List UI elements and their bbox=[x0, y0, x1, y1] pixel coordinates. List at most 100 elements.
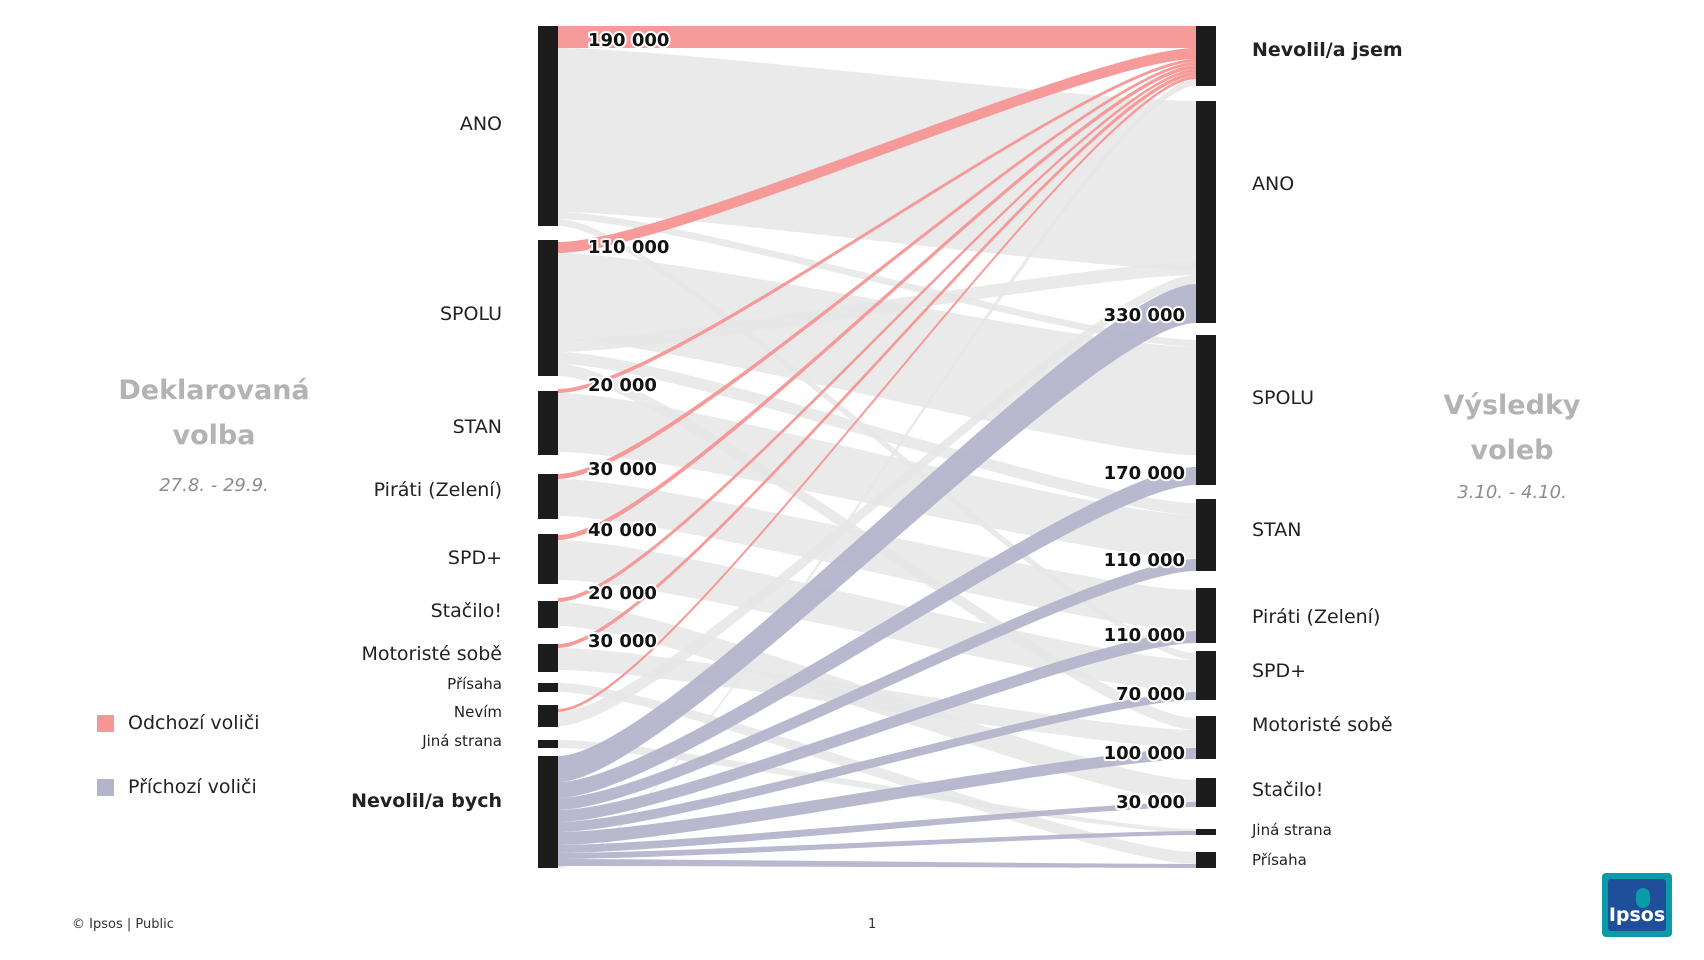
node-left-label-mot: Motoristé sobě bbox=[361, 643, 502, 665]
right-title: Výsledky voleb bbox=[1382, 383, 1642, 473]
node-left-label-sta: Stačilo! bbox=[431, 600, 502, 622]
sankey-labels: ANO SPOLU STAN Piráti (Zelení) SPD+ Stačilo! M… bbox=[351, 28, 1403, 869]
right-title-line1: Výsledky bbox=[1443, 390, 1581, 421]
node-left-pri bbox=[538, 683, 558, 692]
node-left-spd bbox=[538, 534, 558, 584]
outgoing-value-label-mot: 30 000 bbox=[588, 631, 657, 652]
flow-incoming-spolu bbox=[558, 467, 1196, 798]
flow-incoming-spd bbox=[558, 692, 1196, 832]
node-right-label-jin: Jiná strana bbox=[1251, 821, 1332, 839]
incoming-value-label-mot: 100 000 bbox=[1104, 743, 1185, 764]
incoming-flows bbox=[558, 284, 1196, 868]
flow-neutral-spolu-ano bbox=[558, 262, 1196, 352]
legend-outgoing: Odchozí voliči bbox=[97, 711, 260, 735]
node-left-stan bbox=[538, 391, 558, 455]
legend-incoming-label: Příchozí voliči bbox=[128, 776, 257, 798]
flow-neutral-spd-spd bbox=[558, 540, 1196, 692]
node-right-label-spolu: SPOLU bbox=[1252, 387, 1314, 409]
node-right-spolu bbox=[1196, 335, 1216, 485]
node-right-jin bbox=[1196, 829, 1216, 835]
left-title-line2: volba bbox=[172, 420, 256, 451]
node-right-label-pri: Přísaha bbox=[1252, 851, 1307, 869]
node-left-nvb bbox=[538, 756, 558, 868]
node-left-label-pri: Přísaha bbox=[447, 675, 502, 693]
node-right-label-sta: Stačilo! bbox=[1252, 779, 1323, 801]
left-title-line1: Deklarovaná bbox=[118, 375, 310, 406]
flow-neutral-ano-ano bbox=[558, 48, 1196, 270]
logo-inner: Ipsos bbox=[1608, 879, 1666, 931]
flow-incoming-pir bbox=[558, 631, 1196, 822]
node-left-pir bbox=[538, 474, 558, 519]
node-right-spd bbox=[1196, 651, 1216, 700]
flow-outgoing-pir bbox=[558, 62, 1196, 479]
flow-neutral-pri-pri bbox=[558, 683, 1196, 864]
node-left-sta bbox=[538, 601, 558, 628]
outgoing-value-label-sta: 20 000 bbox=[588, 583, 657, 604]
flow-incoming-stan bbox=[558, 559, 1196, 810]
flow-outgoing-spd bbox=[558, 65, 1196, 540]
incoming-value-label-spolu: 170 000 bbox=[1104, 463, 1185, 484]
legend-outgoing-label: Odchozí voliči bbox=[128, 712, 260, 734]
node-right-pir bbox=[1196, 588, 1216, 643]
node-left-label-jin: Jiná strana bbox=[421, 732, 502, 750]
node-left-spolu bbox=[538, 240, 558, 376]
node-left-jin bbox=[538, 740, 558, 748]
incoming-value-label-pir: 110 000 bbox=[1104, 625, 1185, 646]
flow-outgoing-stan bbox=[558, 59, 1196, 393]
flow-incoming-sta bbox=[558, 802, 1196, 853]
node-right-label-ano: ANO bbox=[1252, 173, 1294, 195]
outgoing-value-label-spolu: 110 000 bbox=[588, 237, 669, 258]
flow-incoming-pri bbox=[558, 859, 1196, 868]
left-title: Deklarovaná volba bbox=[84, 368, 344, 458]
flow-incoming-mot bbox=[558, 748, 1196, 845]
node-right-sta bbox=[1196, 778, 1216, 807]
node-left-label-spolu: SPOLU bbox=[440, 303, 502, 325]
incoming-value-label-sta: 30 000 bbox=[1116, 792, 1185, 813]
sankey-nodes bbox=[538, 26, 1216, 868]
node-left-label-spd: SPD+ bbox=[448, 547, 502, 569]
flow-neutral-jin-jin bbox=[558, 740, 1196, 833]
outgoing-value-label-pir: 30 000 bbox=[588, 459, 657, 480]
node-right-label-mot: Motoristé sobě bbox=[1252, 714, 1393, 736]
node-right-pri bbox=[1196, 852, 1216, 868]
node-left-label-nvb: Nevolil/a bych bbox=[351, 790, 502, 812]
node-left-mot bbox=[538, 644, 558, 672]
incoming-value-label-spd: 70 000 bbox=[1116, 684, 1185, 705]
flow-outgoing-ano bbox=[558, 26, 1196, 48]
incoming-value-label-ano: 330 000 bbox=[1104, 305, 1185, 326]
node-left-nev bbox=[538, 705, 558, 727]
flow-neutral-ano-spolu bbox=[558, 212, 1196, 347]
outgoing-value-label-spd: 40 000 bbox=[588, 520, 657, 541]
node-right-label-spd: SPD+ bbox=[1252, 660, 1306, 682]
legend-incoming-swatch bbox=[97, 778, 114, 796]
flow-incoming-ano bbox=[558, 284, 1196, 782]
flow-incoming-jin bbox=[558, 831, 1196, 859]
right-date: 3.10. - 4.10. bbox=[1457, 482, 1567, 503]
node-right-label-nvj: Nevolil/a jsem bbox=[1252, 39, 1403, 61]
node-left-label-ano: ANO bbox=[460, 113, 502, 135]
legend-outgoing-swatch bbox=[97, 714, 114, 732]
node-right-stan bbox=[1196, 499, 1216, 571]
neutral-flows bbox=[558, 48, 1196, 868]
node-left-ano bbox=[538, 26, 558, 226]
right-title-line2: voleb bbox=[1470, 435, 1554, 466]
logo-head-icon bbox=[1636, 888, 1650, 908]
outgoing-flows bbox=[558, 26, 1196, 712]
flow-outgoing-spolu bbox=[558, 48, 1196, 253]
footer-copyright: © Ipsos | Public bbox=[72, 917, 174, 932]
page-number: 1 bbox=[868, 917, 877, 932]
logo-text: Ipsos bbox=[1608, 904, 1666, 926]
legend-incoming: Příchozí voliči bbox=[97, 775, 257, 799]
outgoing-value-label-ano: 190 000 bbox=[588, 30, 669, 51]
node-right-mot bbox=[1196, 716, 1216, 759]
flow-neutral-pir-pir bbox=[558, 479, 1196, 631]
flow-neutral-nev-ano bbox=[558, 275, 1196, 726]
ipsos-logo: Ipsos bbox=[1602, 873, 1672, 937]
node-right-ano bbox=[1196, 101, 1216, 323]
node-left-label-nev: Nevím bbox=[454, 703, 502, 721]
node-right-label-stan: STAN bbox=[1252, 519, 1301, 541]
flow-neutral-ano-spd bbox=[558, 219, 1196, 660]
left-date: 27.8. - 29.9. bbox=[159, 475, 269, 496]
outgoing-value-label-stan: 20 000 bbox=[588, 375, 657, 396]
